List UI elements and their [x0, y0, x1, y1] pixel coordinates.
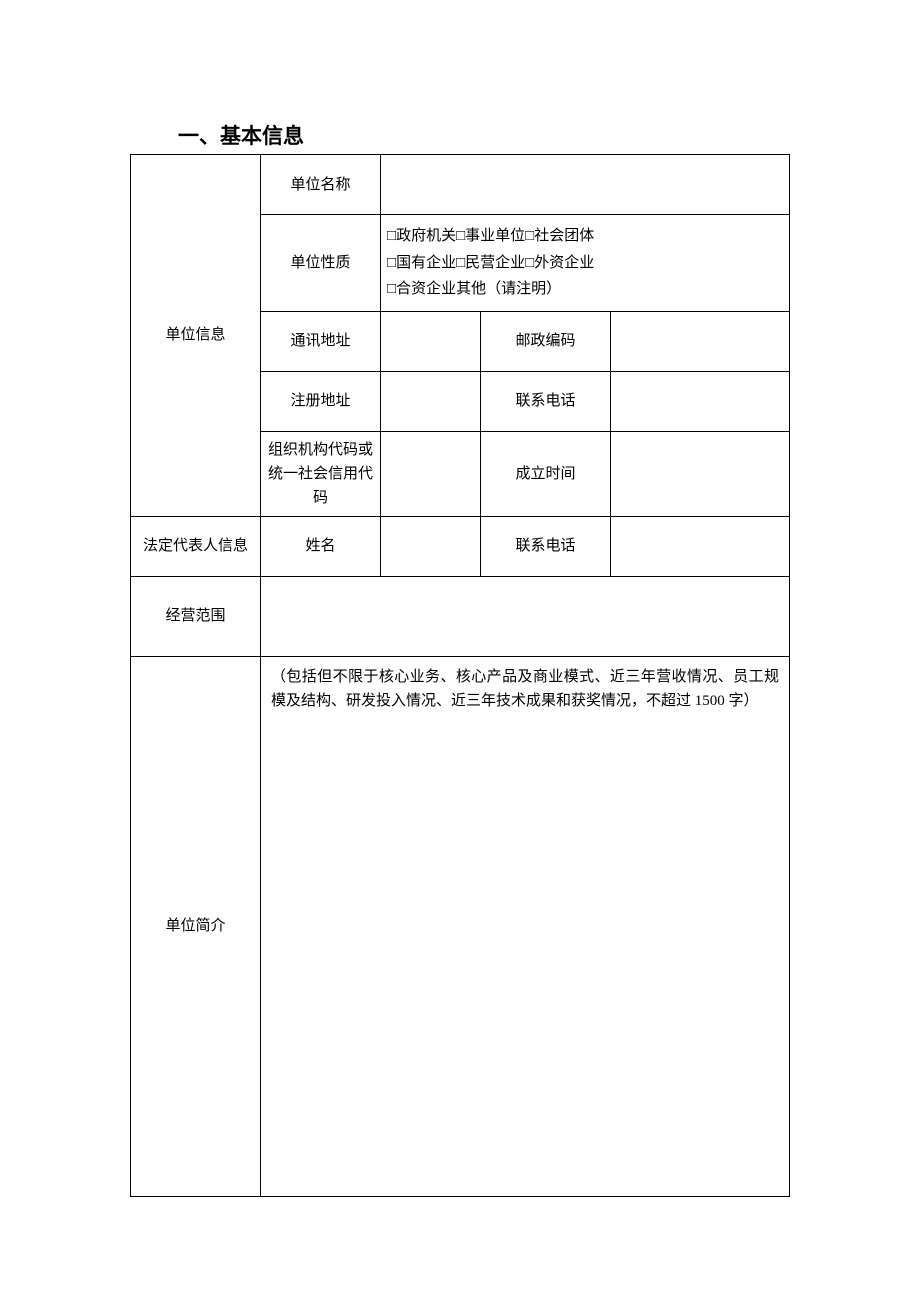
checkbox-icon[interactable]: □ — [456, 250, 465, 276]
value-unit-name[interactable] — [381, 155, 790, 215]
label-mail-address: 通讯地址 — [261, 311, 381, 371]
value-establish-time[interactable] — [611, 431, 790, 516]
value-unit-nature[interactable]: □政府机关□事业单位□社会团体 □国有企业□民营企业□外资企业 □合资企业其他（… — [381, 215, 790, 312]
checkbox-icon[interactable]: □ — [387, 223, 396, 249]
label-contact-phone: 联系电话 — [481, 371, 611, 431]
table-row: 单位信息 单位名称 — [131, 155, 790, 215]
option-label: 政府机关 — [396, 228, 456, 244]
label-unit-info: 单位信息 — [131, 155, 261, 517]
option-label: 事业单位 — [465, 228, 525, 244]
label-reg-address: 注册地址 — [261, 371, 381, 431]
label-unit-name: 单位名称 — [261, 155, 381, 215]
section-title: 一、基本信息 — [130, 120, 790, 150]
option-label: 国有企业 — [396, 255, 456, 271]
option-label: 社会团体 — [534, 228, 594, 244]
label-business-scope: 经营范围 — [131, 576, 261, 656]
option-label: 外资企业 — [534, 255, 594, 271]
value-legal-name[interactable] — [381, 516, 481, 576]
value-mail-address[interactable] — [381, 311, 481, 371]
label-establish-time: 成立时间 — [481, 431, 611, 516]
label-unit-intro: 单位简介 — [131, 656, 261, 1196]
option-label: 民营企业 — [465, 255, 525, 271]
value-reg-address[interactable] — [381, 371, 481, 431]
table-row: 经营范围 — [131, 576, 790, 656]
checkbox-icon[interactable]: □ — [456, 223, 465, 249]
checkbox-icon[interactable]: □ — [525, 223, 534, 249]
value-contact-phone-unit[interactable] — [611, 371, 790, 431]
checkbox-icon[interactable]: □ — [387, 250, 396, 276]
value-unit-intro[interactable]: （包括但不限于核心业务、核心产品及商业模式、近三年营收情况、员工规模及结构、研发… — [261, 656, 790, 1196]
value-business-scope[interactable] — [261, 576, 790, 656]
option-label: 其他（请注明） — [456, 281, 561, 297]
label-unit-nature: 单位性质 — [261, 215, 381, 312]
value-postal-code[interactable] — [611, 311, 790, 371]
label-org-code: 组织机构代码或统一社会信用代码 — [261, 431, 381, 516]
checkbox-icon[interactable]: □ — [387, 276, 396, 302]
label-legal-rep-info: 法定代表人信息 — [131, 516, 261, 576]
table-row: 法定代表人信息 姓名 联系电话 — [131, 516, 790, 576]
label-legal-name: 姓名 — [261, 516, 381, 576]
label-legal-phone: 联系电话 — [481, 516, 611, 576]
label-postal-code: 邮政编码 — [481, 311, 611, 371]
basic-info-table: 单位信息 单位名称 单位性质 □政府机关□事业单位□社会团体 □国有企业□民营企… — [130, 154, 790, 1197]
option-label: 合资企业 — [396, 281, 456, 297]
value-legal-phone[interactable] — [611, 516, 790, 576]
value-org-code[interactable] — [381, 431, 481, 516]
intro-hint: （包括但不限于核心业务、核心产品及商业模式、近三年营收情况、员工规模及结构、研发… — [271, 669, 779, 709]
checkbox-icon[interactable]: □ — [525, 250, 534, 276]
table-row: 单位简介 （包括但不限于核心业务、核心产品及商业模式、近三年营收情况、员工规模及… — [131, 656, 790, 1196]
